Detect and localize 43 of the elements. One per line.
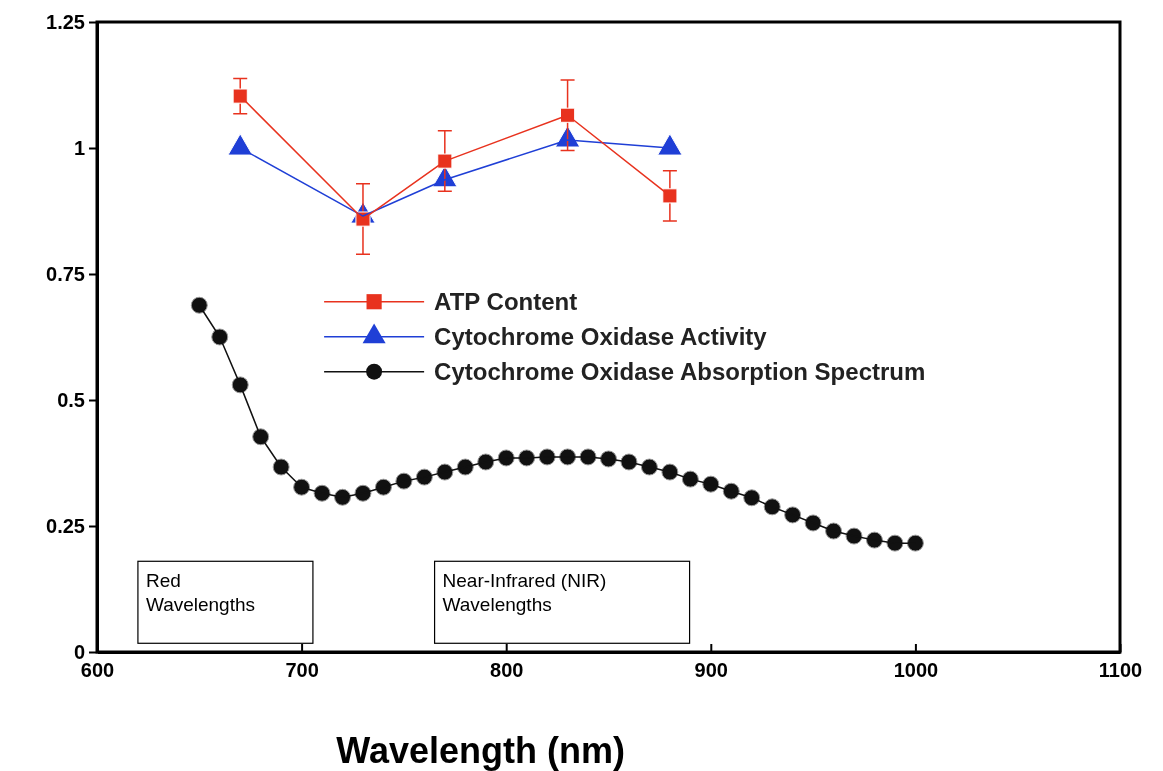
point [906, 534, 924, 552]
y-tick-label: 0.5 [57, 388, 85, 411]
point [600, 450, 617, 468]
point [763, 498, 781, 516]
legend-label: ATP Content [434, 287, 578, 315]
point [436, 463, 454, 481]
point [415, 468, 433, 486]
point [702, 475, 720, 493]
label-box: Near-Infrared (NIR) Wavelengths [434, 560, 691, 644]
x-tick-label: 800 [490, 659, 524, 681]
x-tick-label: 700 [285, 659, 319, 681]
point [293, 478, 311, 496]
point [190, 296, 208, 314]
x-tick-label: 1100 [1098, 659, 1143, 681]
point [437, 153, 453, 169]
point [662, 188, 678, 204]
point [866, 531, 883, 549]
point [211, 328, 229, 346]
point [722, 482, 740, 500]
annotation: Red Wavelengths [145, 570, 256, 616]
point [681, 470, 699, 488]
x-tick-label: 900 [694, 659, 728, 681]
point [784, 506, 802, 524]
point [252, 428, 270, 446]
point [334, 488, 351, 506]
point [313, 484, 331, 502]
point [232, 88, 248, 104]
x-axis-title: Wavelength (nm) [336, 730, 625, 771]
point [845, 527, 863, 545]
y-tick-label: 1 [73, 136, 85, 159]
label-box: Red Wavelengths [137, 560, 314, 644]
y-tick-label: 0.25 [46, 514, 85, 537]
legend-label: Cytochrome Oxidase Activity [434, 322, 768, 350]
point [743, 489, 761, 507]
point [640, 458, 658, 476]
point [231, 376, 249, 394]
legend-label: Cytochrome Oxidase Absorption Spectrum [434, 357, 926, 385]
x-tick-label: 1000 [893, 659, 939, 681]
point [374, 478, 392, 496]
y-tick-label: 0.75 [46, 262, 85, 285]
point [354, 484, 372, 502]
annotation: Near-Infrared (NIR) Wavelengths [442, 570, 607, 616]
y-tick-label: 1.25 [46, 10, 85, 33]
